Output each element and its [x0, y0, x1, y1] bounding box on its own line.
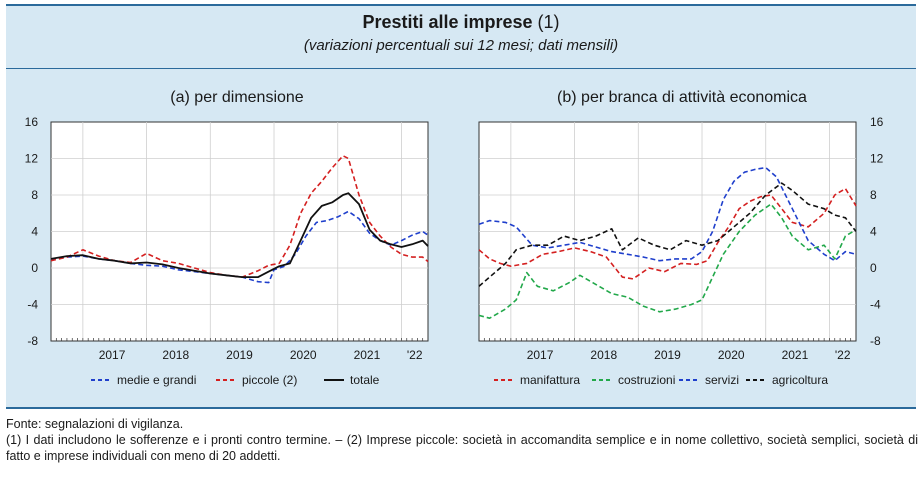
series-line [478, 182, 857, 287]
x-tick-label: 2021 [782, 348, 809, 362]
figure-title: Prestiti alle imprese [362, 12, 533, 32]
legend-label: medie e grandi [117, 373, 196, 387]
y-tick-label: -4 [27, 298, 38, 312]
panel-title: (a) per dimensione [170, 89, 304, 106]
footnote: (1) I dati includono le sofferenze e i p… [6, 433, 918, 463]
x-tick-label: 2018 [162, 348, 189, 362]
y-tick-label: 0 [870, 261, 877, 275]
legend-label: costruzioni [618, 373, 675, 387]
legend-label: agricoltura [772, 373, 828, 387]
series-line [478, 203, 857, 319]
x-tick-label: 2021 [354, 348, 381, 362]
x-tick-label: 2020 [718, 348, 745, 362]
x-tick-label: 2017 [527, 348, 554, 362]
source-note: Fonte: segnalazioni di vigilanza. [6, 417, 184, 431]
title-divider [6, 68, 916, 69]
series-line [50, 192, 429, 278]
x-tick-label: 2017 [99, 348, 126, 362]
y-tick-label: 0 [31, 261, 38, 275]
x-tick-label: '22 [407, 348, 423, 362]
x-tick-label: 2019 [226, 348, 253, 362]
legend-label: piccole (2) [242, 373, 297, 387]
x-tick-label: 2020 [290, 348, 317, 362]
panel-b-chart: (b) per branca di attività economica -8 -4… [478, 89, 884, 387]
y-tick-label: 12 [25, 152, 39, 166]
y-tick-label: -8 [27, 334, 38, 348]
y-tick-label: 12 [870, 152, 884, 166]
chart-figure: Prestiti alle imprese (1) (variazioni pe… [6, 4, 916, 409]
y-tick-label: 8 [870, 188, 877, 202]
y-tick-label: 4 [870, 225, 877, 239]
legend-label: manifattura [520, 373, 580, 387]
legend-label: servizi [705, 373, 739, 387]
figure-title-line: Prestiti alle imprese (1) [6, 12, 916, 33]
x-tick-label: 2018 [590, 348, 617, 362]
y-tick-label: 4 [31, 225, 38, 239]
figure-title-note: (1) [537, 12, 560, 32]
y-tick-label: -4 [870, 298, 881, 312]
panel-title: (b) per branca di attività economica [557, 89, 807, 106]
series-line [478, 187, 857, 280]
x-tick-label: '22 [835, 348, 851, 362]
y-tick-label: 16 [25, 115, 39, 129]
y-tick-label: 16 [870, 115, 884, 129]
charts-canvas: (a) per dimensione -8 -4 0 4 8 12 16 2017 2018 201… [25, 89, 884, 387]
legend-label: totale [350, 373, 380, 387]
figure-subtitle: (variazioni percentuali sui 12 mesi; dat… [303, 37, 619, 54]
panel-a-chart: (a) per dimensione -8 -4 0 4 8 12 16 2017 2018 201… [25, 89, 429, 387]
y-tick-label: 8 [31, 188, 38, 202]
series-line [478, 166, 857, 262]
y-tick-label: -8 [870, 334, 881, 348]
x-tick-label: 2019 [654, 348, 681, 362]
